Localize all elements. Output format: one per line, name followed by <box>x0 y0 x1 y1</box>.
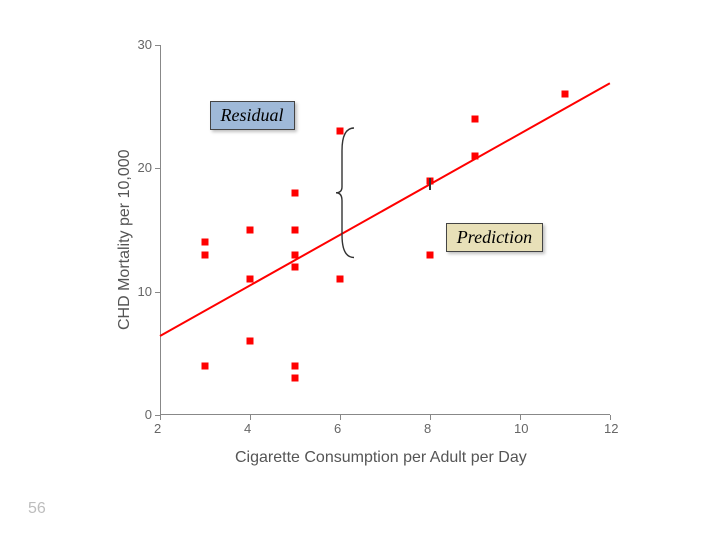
x-tick-label: 8 <box>424 421 431 436</box>
x-tick-mark <box>250 415 251 420</box>
y-tick-mark <box>155 45 160 46</box>
data-point <box>562 91 569 98</box>
data-point <box>292 190 299 197</box>
residual-label-box: Residual <box>210 101 295 130</box>
x-tick-label: 12 <box>604 421 618 436</box>
y-tick-mark <box>155 292 160 293</box>
prediction-label-text: Prediction <box>457 227 532 247</box>
prediction-tick <box>429 178 431 190</box>
prediction-label-box: Prediction <box>446 223 543 252</box>
data-point <box>247 338 254 345</box>
x-tick-label: 2 <box>154 421 161 436</box>
data-point <box>202 251 209 258</box>
x-tick-mark <box>340 415 341 420</box>
y-tick-mark <box>155 168 160 169</box>
data-point <box>247 276 254 283</box>
data-point <box>472 153 479 160</box>
data-point <box>202 362 209 369</box>
x-tick-mark <box>160 415 161 420</box>
y-tick-label: 10 <box>138 284 152 299</box>
x-axis-title: Cigarette Consumption per Adult per Day <box>235 449 527 467</box>
y-tick-label: 0 <box>145 407 152 422</box>
residual-bracket <box>336 126 360 266</box>
page-number: 56 <box>28 500 46 518</box>
data-point <box>292 227 299 234</box>
data-point <box>292 375 299 382</box>
data-point <box>292 264 299 271</box>
data-point <box>472 116 479 123</box>
data-point <box>202 239 209 246</box>
y-tick-label: 30 <box>138 37 152 52</box>
data-point <box>337 276 344 283</box>
y-tick-label: 20 <box>138 160 152 175</box>
x-tick-label: 10 <box>514 421 528 436</box>
x-tick-mark <box>520 415 521 420</box>
x-tick-mark <box>430 415 431 420</box>
data-point <box>292 251 299 258</box>
x-tick-label: 6 <box>334 421 341 436</box>
data-point <box>247 227 254 234</box>
x-tick-label: 4 <box>244 421 251 436</box>
y-axis-title: CHD Mortality per 10,000 <box>116 149 134 330</box>
data-point <box>427 251 434 258</box>
data-point <box>292 362 299 369</box>
residual-label-text: Residual <box>221 105 284 125</box>
x-tick-mark <box>610 415 611 420</box>
